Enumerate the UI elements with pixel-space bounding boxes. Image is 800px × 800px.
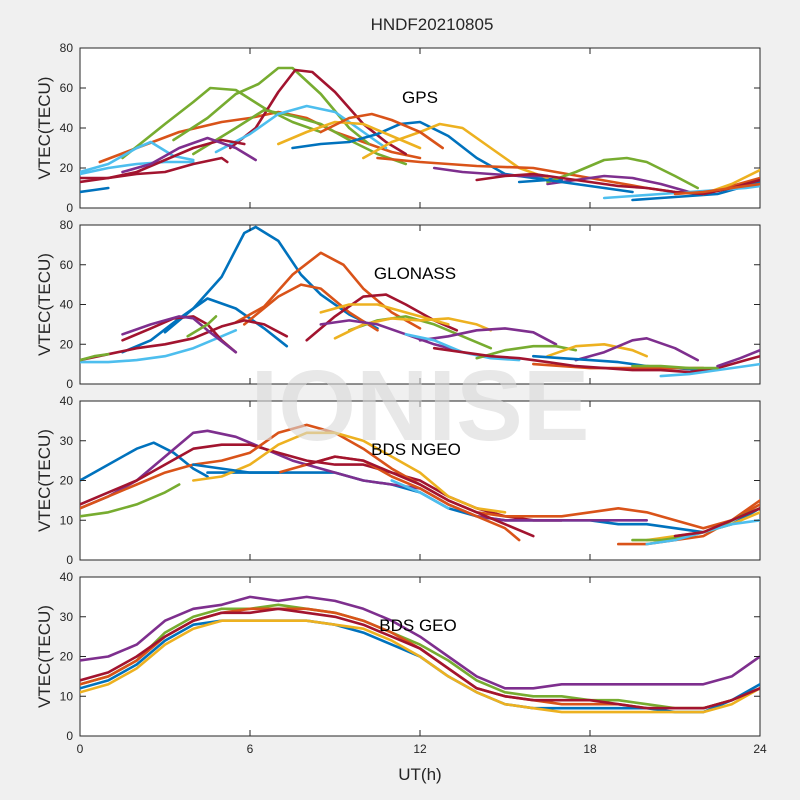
series-line [475,172,760,196]
y-tick-label: 10 [60,513,74,527]
y-axis-label: VTEC(TECU) [35,605,54,708]
panel-3: 0 10 20 30 40 0 6 12 18 24 VTEC(TECU) BDS GEO [35,570,767,756]
series-line [546,156,699,190]
series-line [277,120,422,150]
series-group [80,423,760,546]
series-line [475,344,578,360]
y-tick-label: 0 [66,729,73,743]
series-line [673,182,760,196]
series-line [546,174,691,194]
y-tick-label: 20 [60,337,74,351]
panel-label: GLONASS [374,264,456,283]
series-line [121,136,257,174]
series-line [319,303,450,326]
series-line [192,463,280,474]
series-line [80,441,209,482]
series-line [546,343,648,358]
series-line [80,140,195,174]
y-tick-label: 0 [66,201,73,215]
x-tick-label: 24 [753,742,767,756]
series-line [305,455,535,538]
series-line [716,348,760,368]
series-line [186,315,218,338]
series-line [80,160,195,176]
series-line [163,225,379,334]
y-axis-label: VTEC(TECU) [35,77,54,180]
series-line [80,619,760,714]
x-axis-label: UT(h) [398,765,441,784]
series-group [80,595,760,714]
panel-label: BDS NGEO [371,440,461,459]
y-tick-label: 10 [60,689,74,703]
y-tick-label: 30 [60,610,74,624]
series-line [80,483,181,518]
panel-label: GPS [402,88,438,107]
series-line [659,362,760,378]
axes-background [79,224,761,385]
series-line [80,595,760,690]
series-line [121,315,238,354]
y-tick-label: 40 [60,298,74,312]
series-line [80,603,760,710]
panel-label: BDS GEO [379,616,456,635]
y-tick-label: 0 [66,553,73,567]
series-line [192,431,507,514]
y-tick-label: 40 [60,121,74,135]
y-axis-label: VTEC(TECU) [35,253,54,356]
y-tick-label: 20 [60,474,74,488]
series-line [243,283,379,332]
series-line [390,479,450,510]
y-tick-label: 20 [60,161,74,175]
series-line [80,186,110,194]
y-tick-label: 0 [66,377,73,391]
y-tick-label: 40 [60,394,74,408]
watermark: IONISE [251,350,590,462]
series-line [228,68,408,156]
series-group [80,66,760,202]
series-line [121,297,289,354]
series-line [80,607,760,710]
figure-title: HNDF20210805 [371,15,494,34]
y-tick-label: 60 [60,81,74,95]
x-tick-label: 18 [583,742,597,756]
series-line [333,317,493,340]
series-line [214,104,388,154]
series-line [631,364,719,370]
panel-1: 0 20 40 60 80 VTEC(TECU) GLONASS [35,218,761,391]
y-tick-label: 60 [60,258,74,272]
panel-0: 0 20 40 60 80 VTEC(TECU) GPS [35,41,761,215]
x-tick-label: 12 [413,742,427,756]
y-tick-label: 20 [60,650,74,664]
series-line [362,122,549,180]
panel-2: 0 10 20 30 40 VTEC(TECU) BDS NGEO [35,394,761,567]
series-line [319,112,444,150]
series-line [418,327,558,346]
series-line [80,319,289,362]
y-tick-label: 80 [60,41,74,55]
series-line [673,507,760,538]
y-tick-label: 80 [60,218,74,232]
series-line [517,178,634,194]
series-line [574,337,699,362]
series-line [80,352,110,362]
x-tick-label: 0 [77,742,84,756]
series-line [80,329,238,364]
series-line [121,86,323,160]
series-line [319,319,459,352]
series-line [80,156,229,184]
y-axis-label: VTEC(TECU) [35,429,54,532]
series-group [80,225,760,378]
x-tick-label: 6 [247,742,254,756]
y-tick-label: 30 [60,434,74,448]
series-line [432,166,549,178]
y-tick-label: 40 [60,570,74,584]
